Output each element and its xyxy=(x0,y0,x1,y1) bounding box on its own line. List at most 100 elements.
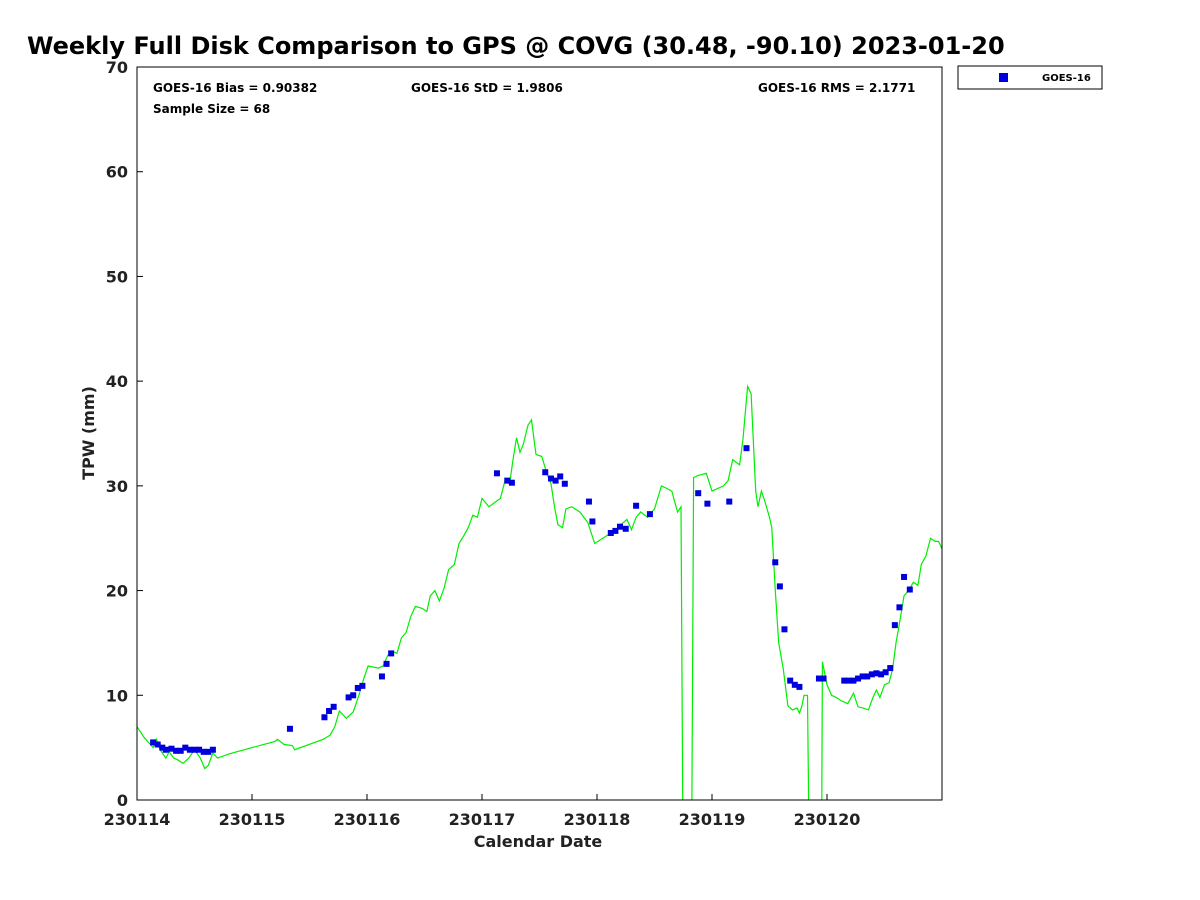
goes-16-point xyxy=(330,703,337,710)
x-tick-label: 230114 xyxy=(104,810,171,829)
y-tick-label: 20 xyxy=(106,582,128,601)
goes-16-point xyxy=(901,573,908,580)
goes-16-point xyxy=(859,673,866,680)
goes-16-point xyxy=(182,744,189,751)
goes-16-point xyxy=(815,675,822,682)
x-tick-label: 230116 xyxy=(334,810,401,829)
stat-sample-size: Sample Size = 68 xyxy=(153,102,270,116)
goes-16-point xyxy=(508,479,515,486)
goes-16-point xyxy=(177,747,184,754)
x-axis-title: Calendar Date xyxy=(474,832,603,851)
goes-16-point xyxy=(633,502,640,509)
goes-16-point xyxy=(646,511,653,518)
goes-16-point xyxy=(552,477,559,484)
y-tick-label: 10 xyxy=(106,686,128,705)
goes-16-point xyxy=(542,469,549,476)
goes-16-point xyxy=(205,748,212,755)
y-axis: 0 10 20 30 40 50 60 70 xyxy=(106,58,143,810)
goes-16-point xyxy=(154,741,161,748)
goes-16-point xyxy=(200,748,207,755)
goes-16-point xyxy=(173,747,180,754)
goes-16-point xyxy=(772,559,779,566)
goes-16-point xyxy=(796,683,803,690)
goes-16-point xyxy=(612,527,619,534)
goes-16-point xyxy=(561,480,568,487)
goes-16-point xyxy=(864,673,871,680)
goes-16-point xyxy=(787,677,794,684)
goes-16-point xyxy=(359,682,366,689)
chart-title: Weekly Full Disk Comparison to GPS @ COV… xyxy=(27,32,1005,60)
goes-16-point xyxy=(168,745,175,752)
goes-16-point xyxy=(388,650,395,657)
goes-16-point xyxy=(504,477,511,484)
goes-16-point xyxy=(159,744,166,751)
goes-16-point xyxy=(845,677,852,684)
y-axis-title: TPW (mm) xyxy=(79,386,98,480)
goes-16-point xyxy=(841,677,848,684)
legend-marker xyxy=(999,73,1008,82)
goes-16-point xyxy=(345,694,352,701)
goes-16-point xyxy=(868,671,875,678)
goes-16-point xyxy=(607,529,614,536)
goes-16-point xyxy=(321,714,328,721)
goes-16-point xyxy=(150,739,157,746)
legend-label: GOES-16 xyxy=(1042,73,1091,84)
goes-16-point xyxy=(162,746,169,753)
goes-16-point xyxy=(493,470,500,477)
goes-16-point xyxy=(743,445,750,452)
goes-16-point xyxy=(887,665,894,672)
goes-16-point xyxy=(820,675,827,682)
goes-16-point xyxy=(704,500,711,507)
goes-16-point xyxy=(209,746,216,753)
stat-rms: GOES-16 RMS = 2.1771 xyxy=(758,81,915,95)
goes-16-point xyxy=(589,518,596,525)
goes-16-point xyxy=(585,498,592,505)
goes-16-point xyxy=(378,673,385,680)
goes-16-point xyxy=(882,669,889,676)
goes-16-point xyxy=(354,684,361,691)
legend-box xyxy=(957,65,1103,90)
goes-16-point xyxy=(548,475,554,482)
stat-std: GOES-16 StD = 1.9806 xyxy=(411,81,563,95)
goes-16-series xyxy=(150,445,913,755)
goes-16-point xyxy=(617,523,623,530)
goes-16-point xyxy=(191,746,198,753)
y-tick-label: 70 xyxy=(106,58,128,77)
goes-16-point xyxy=(350,692,357,699)
goes-16-point xyxy=(896,604,903,611)
legend: GOES-16 xyxy=(957,65,1103,90)
goes-16-point xyxy=(855,675,862,682)
plot-frame xyxy=(136,66,943,801)
goes-16-point xyxy=(383,660,390,667)
goes-16-point xyxy=(695,490,702,497)
y-tick-label: 30 xyxy=(106,477,128,496)
x-axis: 230114 230115 230116 230117 230118 230119 2301… xyxy=(104,794,861,829)
goes-16-point xyxy=(781,626,788,633)
goes-16-point xyxy=(726,498,733,505)
gps-line xyxy=(137,384,942,800)
goes-16-point xyxy=(891,622,898,629)
x-tick-label: 230118 xyxy=(564,810,631,829)
x-tick-label: 230115 xyxy=(219,810,286,829)
goes-16-point xyxy=(873,670,880,677)
goes-16-point xyxy=(286,725,293,732)
goes-16-point xyxy=(878,671,885,678)
goes-16-point xyxy=(850,677,857,684)
goes-16-point xyxy=(196,746,203,753)
x-tick-label: 230120 xyxy=(794,810,861,829)
goes-16-point xyxy=(326,707,333,714)
y-tick-label: 60 xyxy=(106,163,128,182)
goes-16-point xyxy=(622,525,629,532)
x-tick-label: 230117 xyxy=(449,810,516,829)
stat-bias: GOES-16 Bias = 0.90382 xyxy=(153,81,317,95)
gps-series xyxy=(137,384,942,800)
y-tick-label: 0 xyxy=(117,791,128,810)
goes-16-point xyxy=(186,746,193,753)
goes-16-point xyxy=(906,586,913,593)
goes-16-point xyxy=(557,473,564,480)
y-tick-label: 50 xyxy=(106,267,128,286)
x-tick-label: 230119 xyxy=(679,810,746,829)
y-tick-label: 40 xyxy=(106,372,128,391)
goes-16-point xyxy=(776,583,783,590)
